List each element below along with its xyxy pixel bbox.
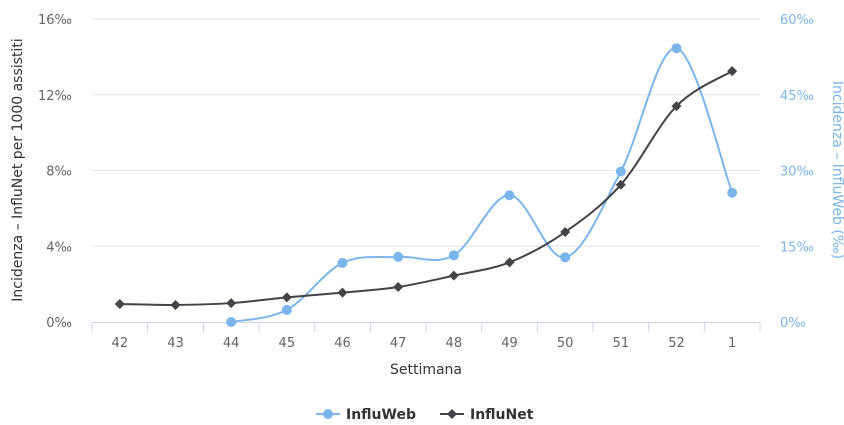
x-axis: 42 43 44 45 46 47 48 49 50 51 52 1 (91, 322, 761, 351)
data-point-influweb (671, 43, 682, 54)
legend-influnet-label: InfluNet (470, 407, 534, 423)
data-point-influnet (226, 298, 237, 309)
right-tick-label: 60‰ (780, 13, 814, 28)
right-tick-label: 45‰ (780, 89, 814, 104)
data-point-influnet (281, 292, 292, 303)
right-axis: 0‰ 15‰ 30‰ 45‰ 60‰ (780, 13, 814, 331)
data-point-influnet (560, 227, 571, 238)
data-point-influweb (727, 187, 738, 198)
x-tick-label: 46 (334, 336, 351, 351)
data-point-influweb (281, 304, 292, 315)
x-tick-label: 52 (668, 336, 685, 351)
data-point-influnet (337, 287, 348, 298)
legend-item-influweb[interactable]: InfluWeb (316, 407, 416, 423)
data-point-influweb (337, 257, 348, 268)
gridlines (92, 18, 760, 247)
x-tick-label: 45 (279, 336, 296, 351)
data-point-influweb (504, 190, 515, 201)
data-point-influnet (114, 299, 125, 310)
x-axis-title: Settimana (390, 362, 462, 378)
right-tick-label: 30‰ (780, 165, 814, 180)
x-tick-label: 44 (223, 336, 240, 351)
data-point-influnet (671, 101, 682, 112)
x-tick-label: 50 (557, 336, 574, 351)
legend-influnet-marker (447, 409, 457, 419)
legend-item-influnet[interactable]: InfluNet (440, 407, 534, 423)
data-point-influweb (560, 252, 571, 263)
left-axis-title: Incidenza – InfluNet per 1000 assistiti (10, 38, 26, 301)
data-point-influnet (448, 270, 459, 281)
left-tick-label: 12‰ (38, 89, 72, 104)
data-point-influweb (226, 317, 237, 327)
right-axis-title: Incidenza – InfluWeb (‰) (829, 81, 844, 259)
x-tick-label: 1 (728, 336, 736, 351)
left-tick-label: 8‰ (46, 165, 72, 180)
left-tick-label: 16‰ (38, 13, 72, 28)
data-point-influnet (393, 281, 404, 292)
right-tick-label: 15‰ (780, 240, 814, 255)
left-axis: 0‰ 4‰ 8‰ 12‰ 16‰ (38, 13, 72, 331)
x-tick-label: 51 (613, 336, 630, 351)
x-tick-label: 49 (501, 336, 518, 351)
data-point-influweb (393, 251, 404, 262)
series-layer (114, 43, 738, 327)
data-point-influnet (170, 299, 181, 310)
left-tick-label: 4‰ (46, 240, 72, 255)
data-point-influnet (504, 257, 515, 268)
x-tick-label: 48 (446, 336, 463, 351)
legend-influweb-label: InfluWeb (346, 407, 416, 423)
series-line-influnet (119, 70, 733, 306)
data-point-influweb (615, 166, 626, 177)
data-point-influnet (615, 179, 626, 190)
left-tick-label: 0‰ (46, 316, 72, 331)
x-tick-label: 43 (167, 336, 184, 351)
series-line-influweb (230, 47, 734, 323)
data-point-influweb (448, 250, 459, 261)
right-tick-label: 0‰ (780, 316, 806, 331)
legend-influweb-marker (323, 409, 333, 419)
x-tick-label: 42 (112, 336, 129, 351)
data-point-influnet (727, 66, 738, 77)
x-tick-label: 47 (390, 336, 407, 351)
legend: InfluWeb InfluNet (316, 407, 534, 423)
